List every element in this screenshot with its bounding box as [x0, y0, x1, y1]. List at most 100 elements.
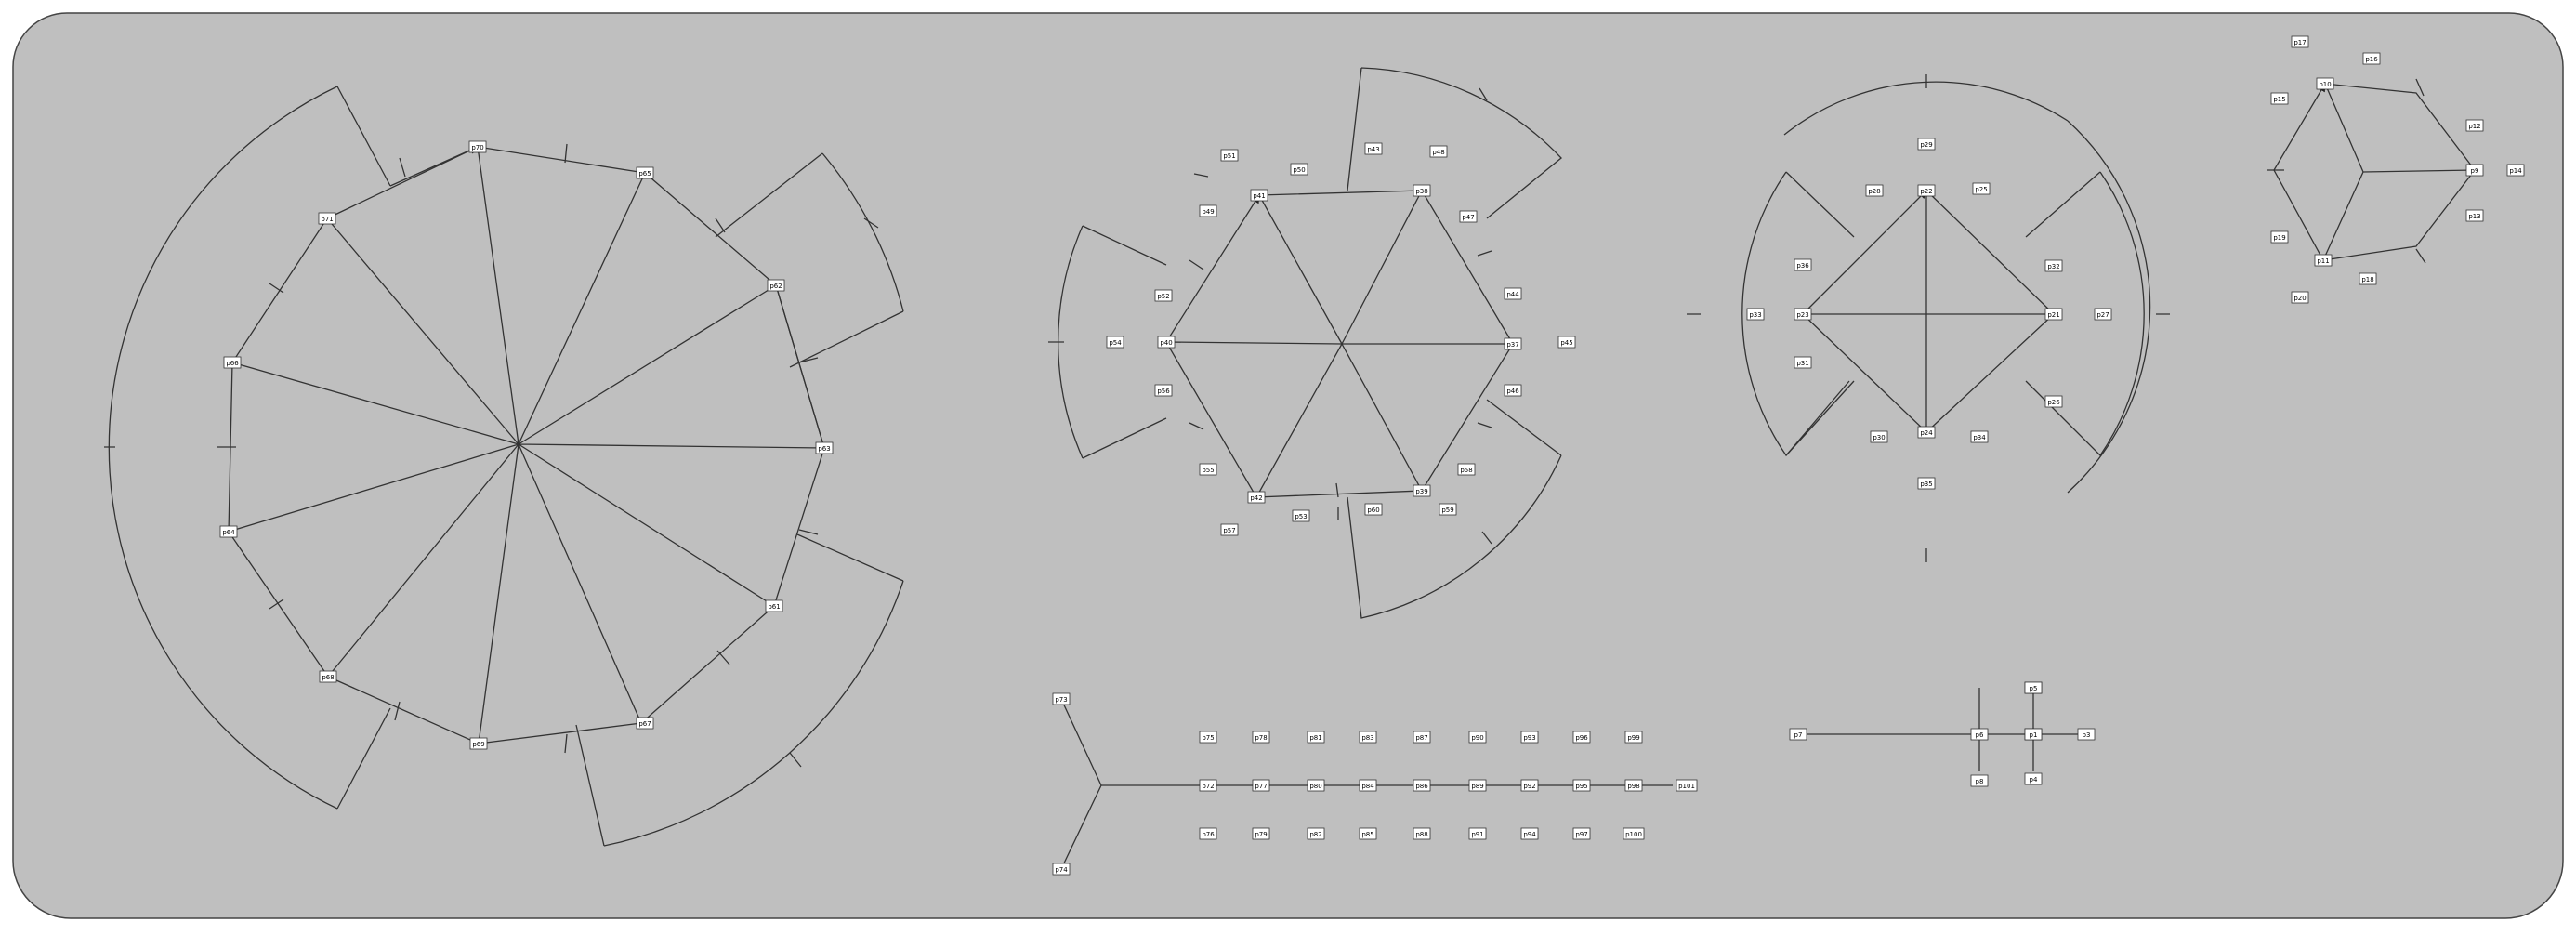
node-box: [469, 737, 488, 750]
node-label: p76: [1202, 831, 1215, 838]
node-label: p36: [1796, 262, 1809, 270]
node-p72: p72: [1199, 779, 1217, 792]
ring-cluster-d: [2267, 78, 2476, 264]
node-box: [1557, 336, 1576, 349]
node-p79: p79: [1252, 827, 1270, 840]
node-box: [1154, 384, 1173, 397]
node-box: [1504, 337, 1522, 350]
node-box: [1250, 189, 1268, 202]
node-label: p19: [2273, 234, 2285, 242]
node-box: [1794, 308, 1812, 321]
node-label: p11: [2317, 257, 2329, 265]
node-p34: p34: [1970, 430, 1989, 443]
node-label: p29: [1920, 141, 1932, 149]
node-box: [1504, 287, 1522, 300]
node-box: [1199, 463, 1217, 476]
node-p39: p39: [1413, 484, 1431, 497]
node-p55: p55: [1199, 463, 1217, 476]
node-label: p38: [1415, 188, 1427, 195]
node-p58: p58: [1457, 463, 1476, 476]
node-label: p59: [1441, 507, 1453, 514]
node-box: [1154, 289, 1173, 302]
node-box: [1520, 731, 1539, 744]
node-box: [2506, 164, 2525, 177]
node-label: p42: [1250, 494, 1262, 502]
node-p95: p95: [1572, 779, 1591, 792]
node-label: p51: [1223, 152, 1235, 160]
node-label: p14: [2509, 167, 2522, 175]
node-label: p101: [1678, 783, 1695, 790]
node-p46: p46: [1504, 384, 1522, 397]
node-label: p31: [1796, 360, 1808, 367]
node-p88: p88: [1413, 827, 1431, 840]
node-p27: p27: [2094, 308, 2112, 321]
node-p100: p100: [1623, 827, 1645, 840]
node-label: p3: [2083, 731, 2091, 739]
node-label: p40: [1160, 339, 1172, 347]
node-box: [2094, 308, 2112, 321]
node-label: p88: [1415, 831, 1427, 838]
node-p42: p42: [1247, 491, 1266, 504]
node-box: [1572, 731, 1591, 744]
node-label: p22: [1920, 188, 1932, 195]
node-p59: p59: [1439, 503, 1457, 516]
node-box: [1468, 827, 1487, 840]
node-box: [1520, 827, 1539, 840]
node-box: [1572, 779, 1591, 792]
node-box: [1157, 336, 1176, 349]
node-box: [2024, 681, 2043, 694]
node-label: p26: [2047, 399, 2060, 406]
node-box: [1520, 779, 1539, 792]
node-p69: p69: [469, 737, 488, 750]
node-box: [1917, 138, 1936, 151]
node-p22: p22: [1917, 184, 1936, 197]
node-p9: p9: [2465, 164, 2484, 177]
node-p32: p32: [2044, 259, 2063, 272]
node-box: [1468, 779, 1487, 792]
node-p21: p21: [2044, 308, 2063, 321]
node-p57: p57: [1220, 523, 1239, 536]
node-label: p80: [1309, 783, 1321, 790]
node-label: p75: [1202, 734, 1214, 742]
node-p26: p26: [2044, 395, 2063, 408]
node-p87: p87: [1413, 731, 1431, 744]
node-box: [318, 212, 336, 225]
node-label: p55: [1202, 467, 1214, 474]
node-label: p81: [1309, 734, 1321, 742]
node-box: [1106, 336, 1124, 349]
node-label: p92: [1523, 783, 1535, 790]
node-label: p53: [1295, 513, 1307, 520]
node-label: p52: [1157, 293, 1169, 300]
node-label: p69: [472, 741, 484, 748]
node-p12: p12: [2465, 119, 2484, 132]
node-box: [2291, 35, 2309, 48]
node-p66: p66: [223, 356, 242, 369]
node-label: p44: [1506, 291, 1519, 298]
node-box: [1970, 728, 1989, 741]
node-label: p73: [1055, 696, 1067, 704]
node-p51: p51: [1220, 149, 1239, 162]
node-box: [1359, 731, 1377, 744]
node-p94: p94: [1520, 827, 1539, 840]
node-box: [765, 599, 783, 612]
node-label: p49: [1202, 208, 1214, 216]
node-box: [636, 717, 654, 730]
node-box: [1572, 827, 1591, 840]
node-p45: p45: [1557, 336, 1576, 349]
node-p85: p85: [1359, 827, 1377, 840]
node-p99: p99: [1624, 731, 1643, 744]
node-p86: p86: [1413, 779, 1431, 792]
node-box: [1052, 863, 1071, 876]
node-p91: p91: [1468, 827, 1487, 840]
node-p19: p19: [2270, 230, 2289, 244]
node-p64: p64: [219, 525, 238, 538]
node-p1: p1: [2024, 728, 2043, 741]
node-box: [1789, 728, 1807, 741]
node-p35: p35: [1917, 477, 1936, 490]
node-p36: p36: [1794, 258, 1812, 271]
node-box: [219, 525, 238, 538]
node-label: p62: [769, 283, 782, 290]
node-box: [815, 441, 834, 454]
node-p5: p5: [2024, 681, 2043, 694]
